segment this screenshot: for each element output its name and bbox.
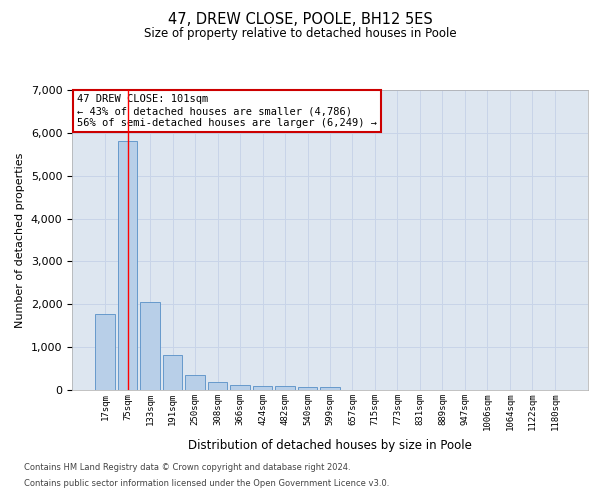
Bar <box>275 386 295 390</box>
Text: 47, DREW CLOSE, POOLE, BH12 5ES: 47, DREW CLOSE, POOLE, BH12 5ES <box>167 12 433 28</box>
Bar <box>320 388 340 390</box>
Bar <box>118 142 137 390</box>
Bar <box>253 386 272 390</box>
Text: Contains public sector information licensed under the Open Government Licence v3: Contains public sector information licen… <box>24 478 389 488</box>
Bar <box>185 376 205 390</box>
Text: 47 DREW CLOSE: 101sqm
← 43% of detached houses are smaller (4,786)
56% of semi-d: 47 DREW CLOSE: 101sqm ← 43% of detached … <box>77 94 377 128</box>
Bar <box>95 314 115 390</box>
Text: Size of property relative to detached houses in Poole: Size of property relative to detached ho… <box>143 28 457 40</box>
Y-axis label: Number of detached properties: Number of detached properties <box>15 152 25 328</box>
Bar <box>230 385 250 390</box>
Bar <box>140 302 160 390</box>
Bar <box>163 355 182 390</box>
Bar <box>298 387 317 390</box>
X-axis label: Distribution of detached houses by size in Poole: Distribution of detached houses by size … <box>188 438 472 452</box>
Bar <box>208 382 227 390</box>
Text: Contains HM Land Registry data © Crown copyright and database right 2024.: Contains HM Land Registry data © Crown c… <box>24 464 350 472</box>
